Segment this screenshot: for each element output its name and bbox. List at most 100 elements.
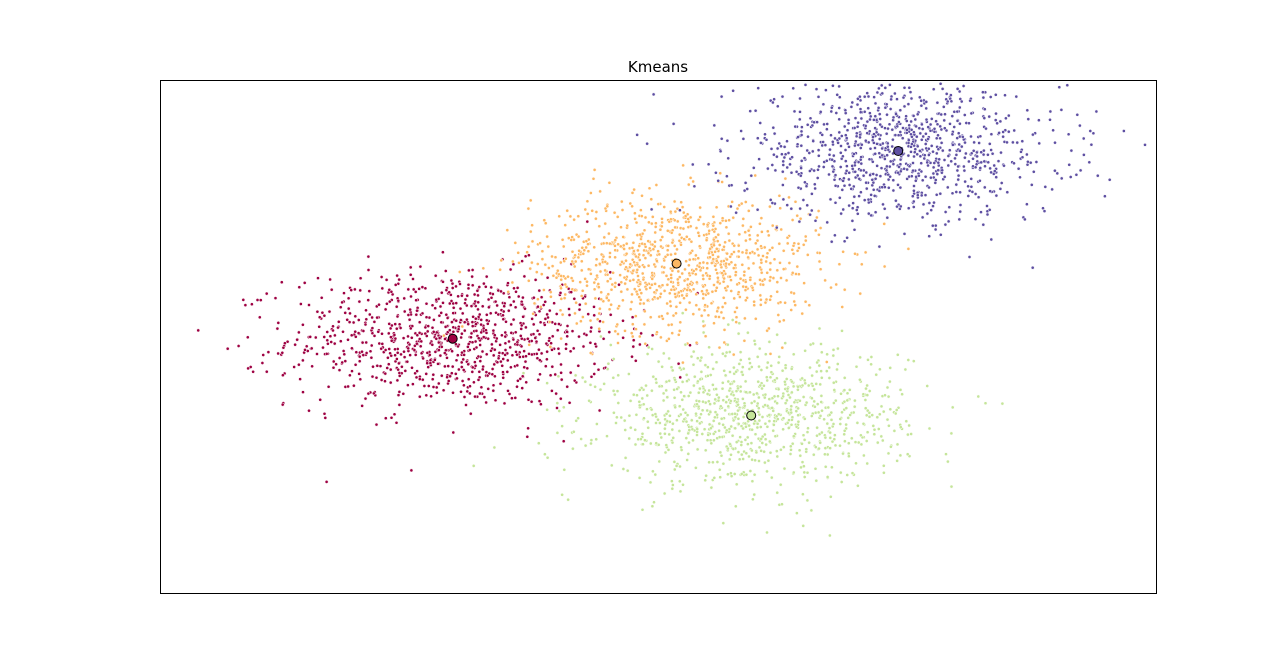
data-point — [346, 306, 351, 311]
data-point — [823, 435, 828, 440]
data-point — [683, 214, 688, 218]
data-point — [592, 305, 596, 309]
data-point — [558, 291, 563, 295]
data-point — [744, 248, 749, 253]
data-point — [585, 279, 589, 284]
data-point — [853, 398, 857, 403]
data-point — [523, 254, 528, 259]
data-point — [685, 379, 689, 383]
data-point — [599, 297, 604, 302]
data-point — [734, 389, 739, 393]
data-point — [956, 164, 960, 169]
data-point — [734, 369, 738, 374]
data-point — [743, 181, 748, 185]
data-point — [932, 200, 936, 205]
data-point — [664, 443, 669, 447]
data-point — [592, 168, 597, 172]
data-point — [742, 401, 747, 406]
data-point — [779, 227, 784, 232]
data-point — [693, 272, 698, 277]
data-point — [960, 135, 965, 139]
data-point — [429, 394, 433, 399]
data-point — [621, 467, 626, 471]
data-point — [542, 288, 546, 292]
data-point — [858, 110, 863, 115]
data-point — [1059, 176, 1064, 181]
data-point — [419, 339, 424, 344]
data-point — [619, 289, 624, 294]
data-point — [662, 258, 667, 263]
data-point — [456, 294, 460, 299]
data-point — [439, 345, 444, 349]
data-point — [763, 392, 768, 397]
data-point — [941, 105, 946, 109]
cluster-centroids — [447, 146, 904, 421]
data-point — [855, 102, 860, 107]
data-point — [568, 349, 573, 354]
data-point — [978, 178, 982, 183]
data-point — [396, 367, 400, 372]
data-point — [603, 260, 608, 264]
data-point — [982, 148, 986, 153]
data-point — [780, 502, 784, 507]
data-point — [789, 410, 794, 415]
data-point — [465, 293, 470, 298]
data-point — [697, 264, 702, 269]
data-point — [725, 138, 730, 143]
data-point — [520, 386, 525, 390]
data-point — [913, 178, 918, 183]
data-point — [650, 273, 655, 278]
data-point — [788, 444, 793, 449]
data-point — [423, 286, 428, 291]
data-point — [955, 119, 960, 123]
data-point — [738, 435, 742, 439]
data-point — [969, 151, 974, 156]
data-point — [513, 396, 518, 400]
data-point — [734, 210, 738, 215]
data-point — [328, 277, 332, 282]
data-point — [664, 388, 669, 393]
data-point — [487, 305, 491, 310]
data-point — [380, 286, 385, 291]
data-point — [322, 411, 327, 416]
data-point — [866, 358, 870, 362]
data-point — [719, 416, 724, 421]
data-point — [919, 98, 924, 103]
data-point — [798, 96, 802, 101]
data-point — [492, 333, 497, 338]
data-point — [654, 380, 659, 385]
data-point — [752, 399, 757, 404]
data-point — [769, 363, 774, 368]
data-point — [721, 295, 726, 300]
data-point — [665, 301, 669, 306]
data-point — [538, 241, 542, 245]
data-point — [931, 165, 936, 170]
data-point — [615, 322, 620, 327]
data-point — [604, 241, 609, 246]
data-point — [367, 312, 372, 317]
data-point — [797, 117, 802, 122]
data-point — [567, 313, 572, 317]
data-point — [250, 302, 254, 307]
data-point — [904, 114, 908, 119]
data-point — [958, 121, 962, 126]
data-point — [775, 454, 780, 459]
data-point — [650, 242, 655, 247]
data-point — [720, 380, 725, 385]
data-point — [494, 336, 499, 341]
data-point — [679, 200, 684, 205]
data-point — [796, 387, 800, 392]
data-point — [753, 342, 757, 347]
data-point — [572, 378, 577, 383]
data-point — [982, 185, 987, 190]
data-point — [861, 421, 866, 426]
data-point — [315, 352, 319, 356]
data-point — [632, 249, 636, 253]
data-point — [553, 255, 558, 260]
data-point — [489, 285, 494, 290]
data-point — [813, 445, 818, 449]
data-point — [545, 234, 549, 239]
data-point — [964, 121, 969, 125]
data-point — [301, 322, 305, 327]
data-point — [759, 449, 763, 453]
